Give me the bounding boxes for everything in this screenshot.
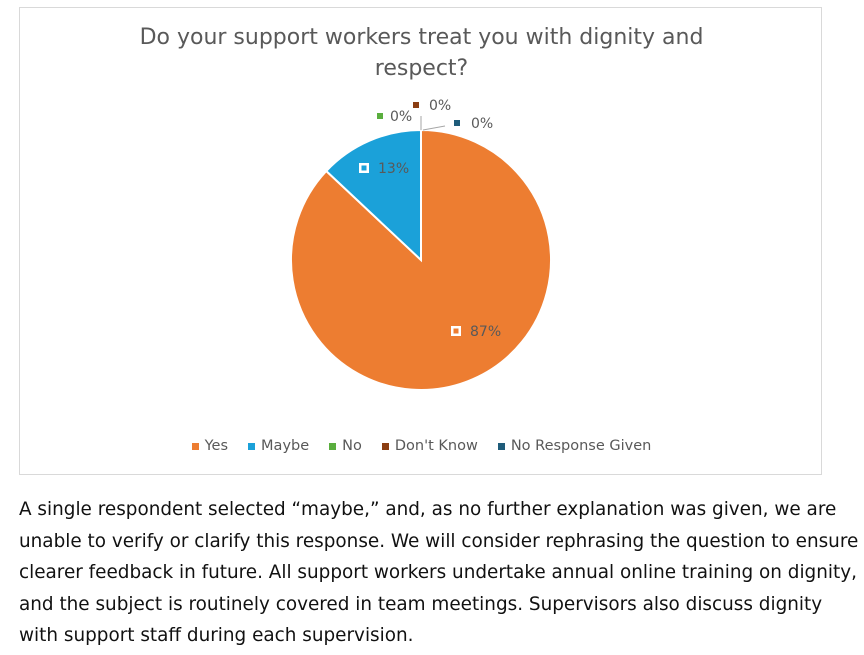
legend-label-yes: Yes	[204, 438, 229, 454]
data-label-text-don-t-know: 0%	[429, 98, 451, 114]
legend-swatch-no-response	[497, 442, 505, 450]
legend-swatch-no	[329, 442, 337, 450]
data-label-marker-inner-maybe	[361, 165, 367, 171]
data-label-text-no-response-given: 0%	[471, 116, 493, 132]
data-label-text-yes: 87%	[470, 324, 501, 340]
chart-title-line-2: respect?	[374, 56, 469, 81]
data-label-marker-no-response-given	[454, 120, 460, 126]
data-label-text-no: 0%	[390, 109, 412, 125]
legend-swatch-maybe	[248, 442, 256, 450]
legend-label-no: No	[342, 438, 362, 454]
data-label-marker-no	[377, 113, 383, 119]
legend-item-maybe: Maybe	[248, 438, 309, 454]
legend-item-dont-know: Don't Know	[381, 438, 478, 454]
leader-line-right	[422, 125, 446, 131]
data-label-text-maybe: 13%	[378, 161, 409, 177]
legend-label-maybe: Maybe	[261, 438, 310, 454]
legend-label-dont-know: Don't Know	[394, 438, 478, 454]
legend-swatch-dont-know	[381, 442, 389, 450]
caption-paragraph: A single respondent selected “maybe,” an…	[19, 499, 859, 646]
data-label-maybe: 13%	[359, 161, 409, 177]
data-label-no: 0%	[377, 109, 412, 125]
chart-title: Do your support workers treat you with d…	[20, 22, 823, 84]
pie-chart: 87% 13% 0% 0% 0%	[290, 98, 552, 391]
legend-item-no: No	[329, 438, 362, 454]
chart-frame: Do your support workers treat you with d…	[19, 7, 822, 475]
legend-label-no-response: No Response Given	[510, 438, 652, 454]
legend-item-no-response: No Response Given	[497, 438, 652, 454]
chart-title-line-1: Do your support workers treat you with d…	[139, 25, 704, 50]
legend-swatch-yes	[191, 442, 199, 450]
data-label-marker-don-t-know	[413, 102, 419, 108]
data-label-marker-inner-yes	[453, 328, 459, 334]
chart-legend: Yes Maybe No Don't Know No Response Give…	[20, 438, 823, 454]
legend-item-yes: Yes	[191, 438, 229, 454]
pie-slice-maybe	[324, 128, 422, 263]
data-label-yes: 87%	[451, 324, 501, 340]
data-label-don-t-know: 0%	[413, 98, 451, 114]
data-label-no-response-given: 0%	[454, 116, 493, 132]
